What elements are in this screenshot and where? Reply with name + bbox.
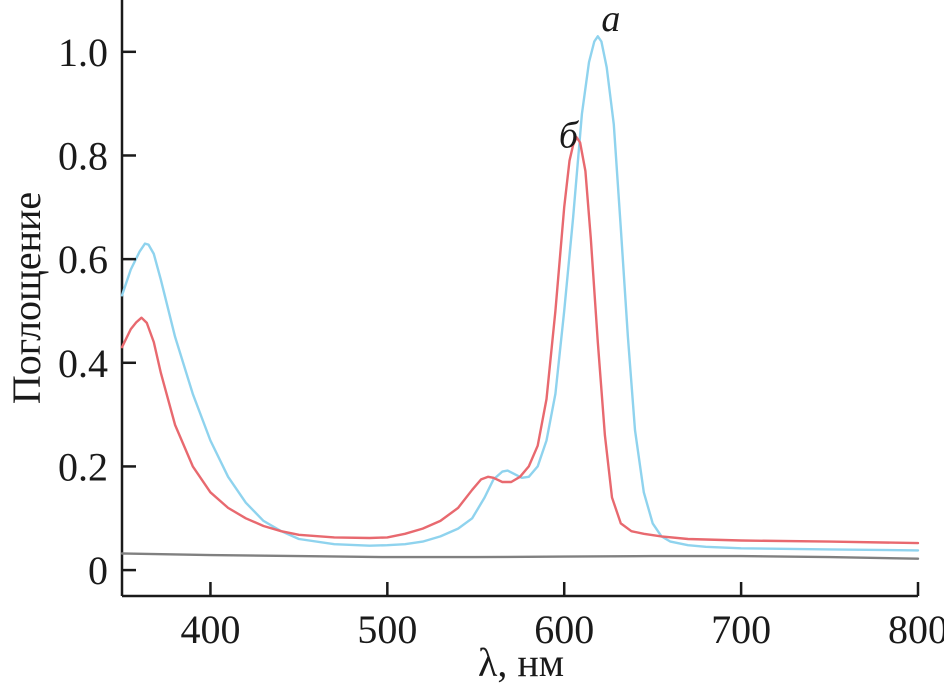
curve-label: б xyxy=(559,115,580,157)
series-line-a xyxy=(120,35,920,552)
series-line-baseline xyxy=(120,552,920,560)
chart-series xyxy=(120,35,920,560)
x-tick-label: 600 xyxy=(534,607,594,652)
curve-annotations: aб xyxy=(559,0,620,157)
y-tick-label: 1.0 xyxy=(58,30,108,75)
x-tick-label: 700 xyxy=(711,607,771,652)
x-axis-title: λ, нм xyxy=(478,640,564,685)
x-tick-label: 400 xyxy=(180,607,240,652)
y-tick-label: 0.4 xyxy=(58,341,108,386)
y-axis-ticks: 0 0.2 0.4 0.6 0.8 1.0 xyxy=(58,30,136,593)
x-tick-label: 800 xyxy=(888,607,944,652)
curve-label: a xyxy=(601,0,620,40)
y-tick-label: 0 xyxy=(88,548,108,593)
y-tick-label: 0.8 xyxy=(58,133,108,178)
x-axis-ticks: 400 500 600 700 800 xyxy=(180,582,944,652)
y-tick-label: 0.6 xyxy=(58,237,108,282)
x-tick-label: 500 xyxy=(357,607,417,652)
y-axis-title: Поглощение xyxy=(4,192,49,404)
chart-axes xyxy=(120,0,918,598)
series-line-б xyxy=(120,136,920,545)
y-tick-label: 0.2 xyxy=(58,444,108,489)
